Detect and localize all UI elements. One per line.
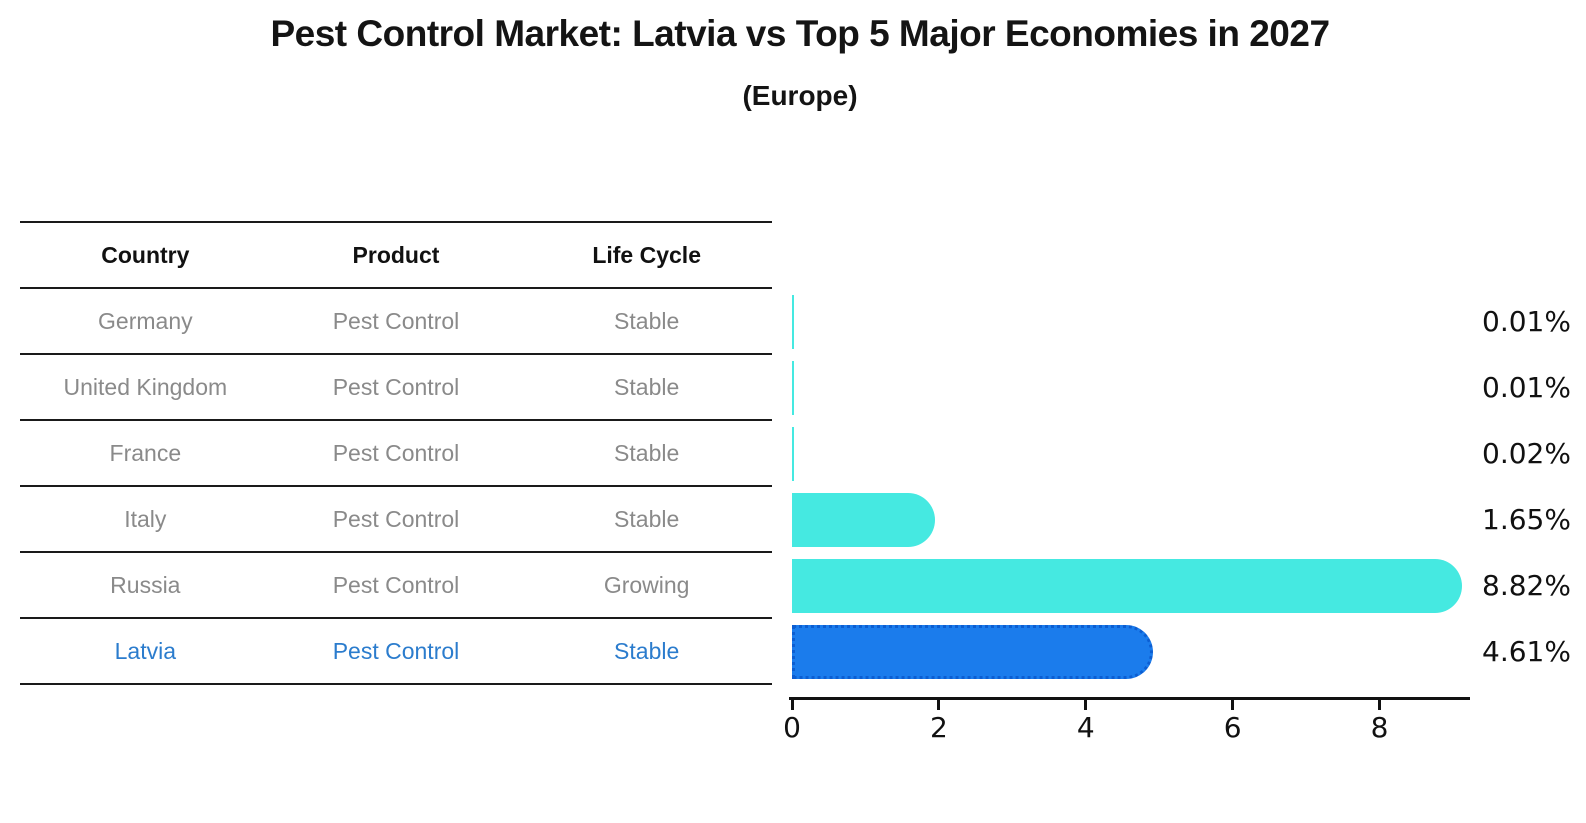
cell-country: Germany — [98, 307, 193, 334]
country-table: Country Product Life Cycle Germany Pest Cont… — [20, 221, 772, 685]
x-tick-0 — [790, 700, 794, 710]
value-label-france: 0.02% — [1482, 437, 1571, 470]
cell-country: France — [109, 439, 182, 466]
column-header-life-cycle: Life Cycle — [592, 241, 701, 268]
x-tick-label-2: 2 — [929, 711, 948, 744]
x-tick-label-8: 8 — [1370, 711, 1389, 744]
bar-united-kingdom — [792, 361, 794, 415]
chart-title: Pest Control Market: Latvia vs Top 5 Maj… — [270, 13, 1330, 54]
cell-country: United Kingdom — [63, 373, 228, 400]
x-tick-6 — [1231, 700, 1235, 710]
cell-product: Pest Control — [332, 373, 460, 400]
x-tick-2 — [937, 700, 941, 710]
bar-germany — [792, 295, 794, 349]
cell-life-cycle: Stable — [614, 439, 680, 466]
value-label-latvia: 4.61% — [1482, 635, 1571, 668]
x-tick-label-4: 4 — [1076, 711, 1095, 744]
table-row-russia: Russia Pest Control Growing — [20, 553, 772, 619]
cell-product: Pest Control — [332, 307, 460, 334]
cell-life-cycle: Stable — [614, 373, 680, 400]
cell-country: Russia — [110, 571, 181, 598]
column-header-country: Country — [101, 241, 190, 268]
table-row-germany: Germany Pest Control Stable — [20, 289, 772, 355]
cell-product: Pest Control — [332, 439, 460, 466]
value-label-united-kingdom: 0.01% — [1482, 371, 1571, 404]
x-tick-label-0: 0 — [783, 711, 801, 744]
x-tick-label-6: 6 — [1223, 711, 1242, 744]
x-axis-line — [789, 697, 1470, 700]
bar-italy — [792, 493, 935, 547]
cell-product: Pest Control — [332, 637, 460, 664]
cell-product: Pest Control — [332, 571, 460, 598]
table-row-united-kingdom: United Kingdom Pest Control Stable — [20, 355, 772, 421]
bar-france — [792, 427, 794, 481]
cell-country: Latvia — [114, 637, 177, 664]
cell-product: Pest Control — [332, 505, 460, 532]
value-label-germany: 0.01% — [1482, 305, 1571, 338]
table-row-latvia: Latvia Pest Control Stable — [20, 619, 772, 685]
x-tick-8 — [1378, 700, 1382, 710]
cell-life-cycle: Stable — [614, 307, 680, 334]
table-header-row: Country Product Life Cycle — [20, 223, 772, 289]
x-tick-4 — [1084, 700, 1088, 710]
cell-life-cycle: Stable — [614, 637, 680, 664]
table-row-france: France Pest Control Stable — [20, 421, 772, 487]
value-label-russia: 8.82% — [1482, 569, 1571, 602]
bar-latvia — [792, 625, 1153, 679]
cell-life-cycle: Growing — [603, 571, 690, 598]
column-header-product: Product — [352, 241, 440, 268]
table-row-italy: Italy Pest Control Stable — [20, 487, 772, 553]
bar-russia — [792, 559, 1462, 613]
cell-country: Italy — [124, 505, 167, 532]
cell-life-cycle: Stable — [614, 505, 680, 532]
value-label-italy: 1.65% — [1482, 503, 1571, 536]
chart-subtitle: (Europe) — [742, 80, 858, 111]
